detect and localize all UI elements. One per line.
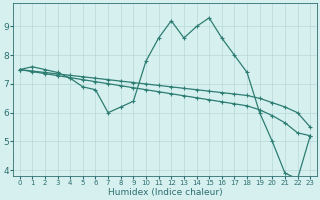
X-axis label: Humidex (Indice chaleur): Humidex (Indice chaleur) bbox=[108, 188, 222, 197]
